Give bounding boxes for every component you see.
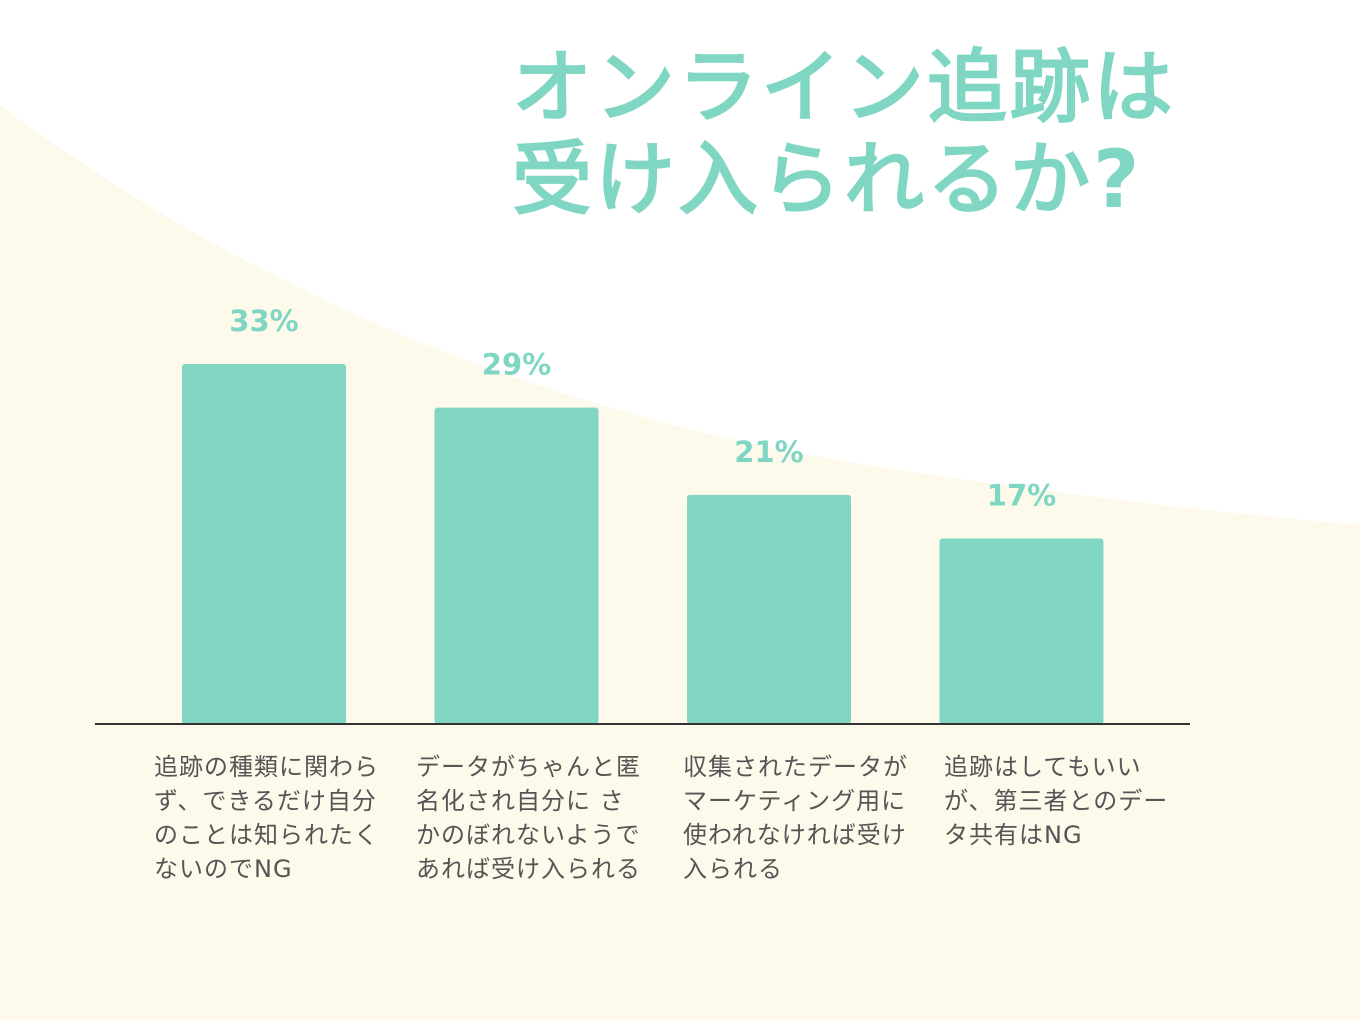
chart-title-line-2: 受け入られるか?	[512, 133, 1143, 226]
bars	[182, 364, 1104, 724]
category-label-4: 追跡はしてもいいが、第三者とのデータ共有はNG	[944, 753, 1169, 849]
category-label-2: データがちゃんと匿名化され自分に さかのぼれないようであれば受け入られる	[416, 753, 641, 883]
value-label-2: 29%	[482, 348, 551, 382]
bar-2	[434, 407, 599, 724]
value-label-4: 17%	[987, 479, 1056, 513]
value-label-3: 21%	[734, 435, 803, 469]
value-label-1: 33%	[229, 304, 298, 338]
bar-1	[182, 364, 346, 724]
category-label-3: 収集されたデータがマーケティング用に使われなければ受け入られる	[683, 753, 908, 883]
bar-3	[687, 494, 851, 724]
category-label-1: 追跡の種類に関わらず、できるだけ自分のことは知られたくないのでNG	[154, 753, 379, 883]
chart-title: オンライン追跡は 受け入られるか?	[512, 42, 1332, 226]
value-labels: 33% 29% 21% 17%	[229, 304, 1056, 513]
chart-title-line-1: オンライン追跡は	[512, 41, 1176, 134]
bar-4	[939, 538, 1104, 724]
